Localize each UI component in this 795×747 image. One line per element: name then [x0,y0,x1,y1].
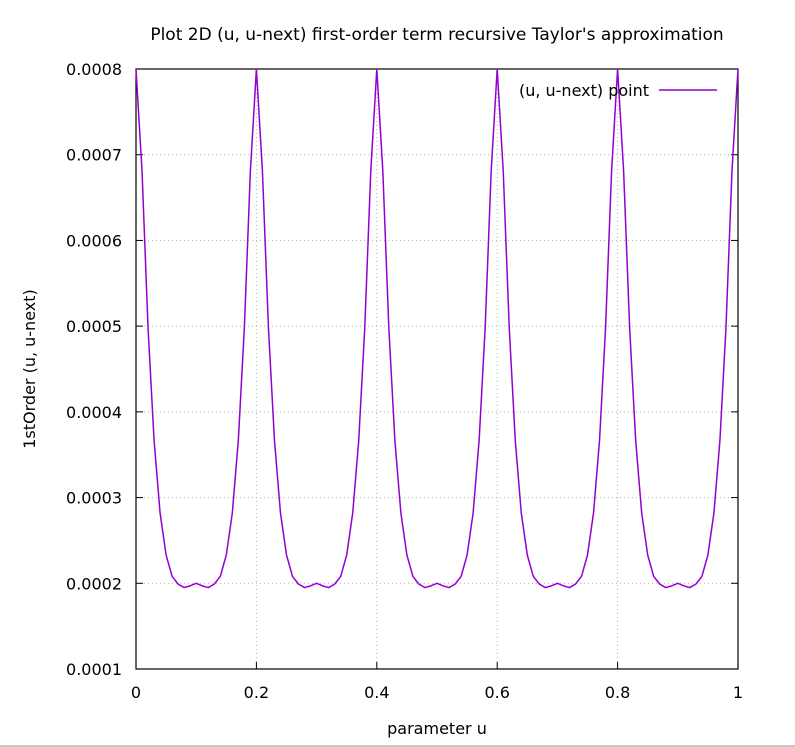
axis-ticks: 0 0.2 0.4 0.6 0.8 1 0.0001 0.0002 0.0003 0.0004 0.… [66,60,743,702]
x-tick-label: 0 [131,683,141,702]
y-tick-label: 0.0007 [66,146,122,165]
plot-frame [135,68,739,670]
x-tick-label: 0.4 [364,683,389,702]
grid [136,69,738,669]
legend: (u, u-next) point [519,81,717,100]
y-tick-label: 0.0008 [66,60,122,79]
y-tick-label: 0.0005 [66,317,122,336]
x-tick-label: 0.6 [484,683,509,702]
y-tick-label: 0.0001 [66,660,122,679]
y-axis-label: 1stOrder (u, u-next) [20,289,39,449]
series-layer [135,68,739,589]
legend-label: (u, u-next) point [519,81,649,100]
y-tick-label: 0.0003 [66,489,122,508]
x-axis-label: parameter u [387,719,487,738]
y-tick-label: 0.0002 [66,574,122,593]
x-tick-label: 1 [733,683,743,702]
x-tick-label: 0.2 [244,683,269,702]
chart-title: Plot 2D (u, u-next) first-order term rec… [150,25,723,45]
series-line [135,68,739,589]
x-tick-label: 0.8 [605,683,630,702]
y-tick-label: 0.0004 [66,403,122,422]
window-bottom-edge [0,745,795,747]
y-tick-label: 0.0006 [66,231,122,250]
